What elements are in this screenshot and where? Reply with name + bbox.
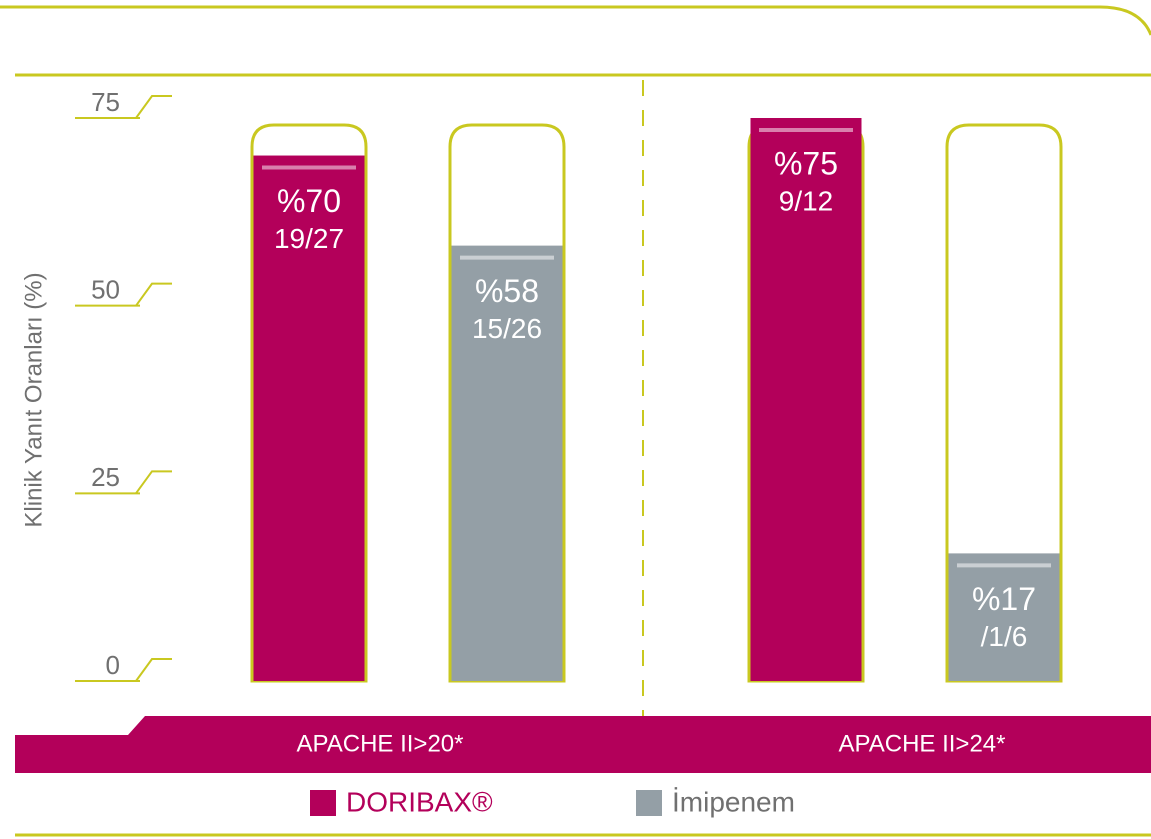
value-label: %58 [475, 273, 539, 309]
bar [253, 155, 365, 682]
value-label: %75 [774, 145, 838, 181]
legend-swatch [636, 790, 662, 816]
legend-swatch [310, 790, 336, 816]
bar-outline [945, 123, 1063, 683]
fraction-label: 9/12 [779, 185, 834, 216]
tick-slash [135, 470, 172, 494]
fraction-label: 15/26 [472, 313, 542, 344]
fraction-label: 19/27 [274, 223, 344, 254]
value-label: %17 [972, 581, 1036, 617]
legend-label: DORIBAX® [346, 786, 493, 817]
fraction-label: /1/6 [981, 621, 1028, 652]
bar [750, 118, 862, 681]
value-label: %70 [277, 183, 341, 219]
tick-slash [135, 658, 172, 682]
legend-label: İmipenem [672, 786, 795, 817]
x-tick-label: APACHE II>24* [839, 730, 1006, 757]
tick-slash [135, 95, 172, 119]
tick-slash [135, 282, 172, 307]
y-tick-label: 50 [91, 275, 120, 305]
y-axis-label: Klinik Yanıt Oranları (%) [20, 272, 47, 527]
y-tick-label: 0 [106, 650, 120, 680]
x-tick-label: APACHE II>20* [297, 730, 464, 757]
bar [451, 245, 563, 681]
category-band [15, 716, 1151, 773]
bar [948, 553, 1060, 681]
frame-top [0, 5, 1151, 36]
y-tick-label: 75 [91, 87, 120, 117]
y-tick-label: 25 [91, 462, 120, 492]
